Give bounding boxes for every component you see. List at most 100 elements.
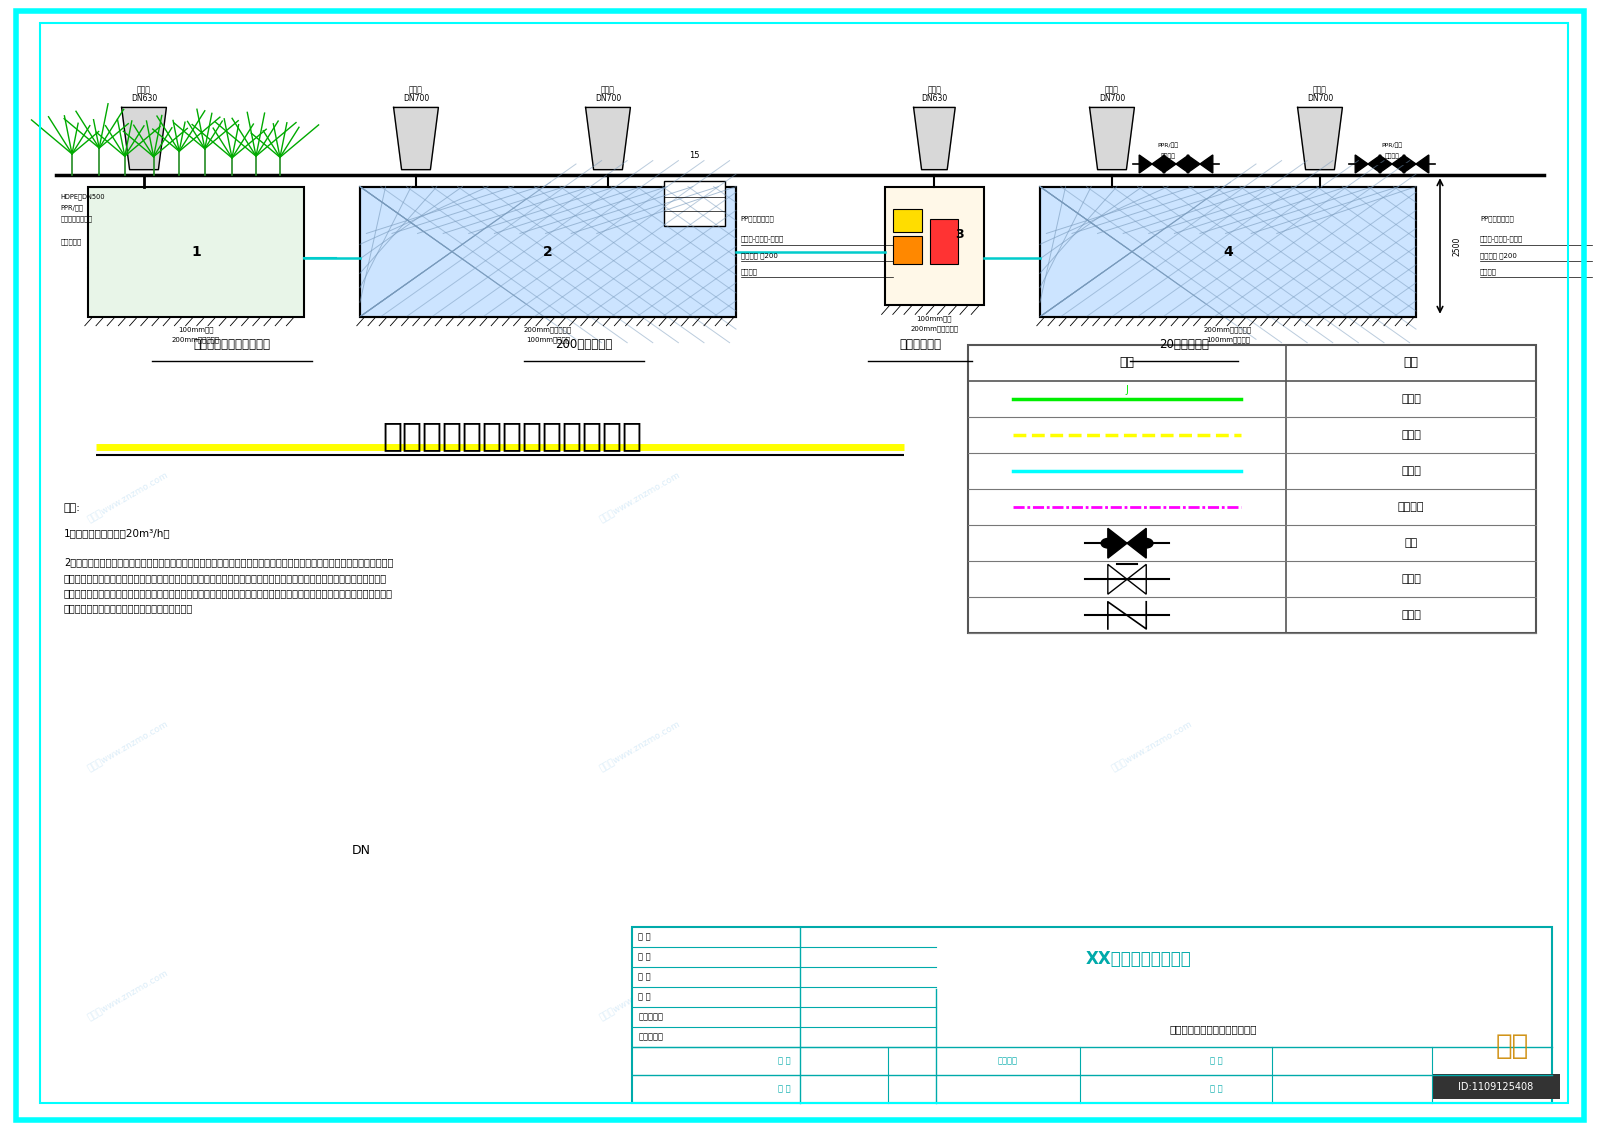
Bar (968, 345, 1536, 633)
Text: 3: 3 (955, 227, 963, 241)
Text: 100mm素土夯实: 100mm素土夯实 (526, 337, 570, 343)
Text: 素混凝土 厚200: 素混凝土 厚200 (1480, 252, 1517, 259)
Text: 设 计: 设 计 (638, 952, 651, 961)
Text: 河东网www.znzmo.com: 河东网www.znzmo.com (1110, 222, 1194, 276)
Text: 知末: 知末 (1496, 1033, 1528, 1060)
Text: 提高系统过滤水准: 提高系统过滤水准 (61, 216, 93, 222)
Text: 收集口: 收集口 (928, 85, 941, 94)
Text: 安全负责人: 安全负责人 (638, 1012, 664, 1021)
Text: 100mm砂砾: 100mm砂砾 (917, 316, 952, 321)
Text: PPR/钢管: PPR/钢管 (61, 205, 83, 210)
Polygon shape (1176, 155, 1189, 173)
Text: J: J (1126, 385, 1128, 395)
Polygon shape (1416, 155, 1429, 173)
Text: 审 图: 审 图 (638, 993, 651, 1001)
Text: 说明:: 说明: (64, 503, 82, 513)
Polygon shape (1090, 107, 1134, 170)
Polygon shape (1152, 155, 1165, 173)
Text: 知末网www.znzmo.com: 知末网www.znzmo.com (598, 719, 682, 774)
Polygon shape (1107, 528, 1126, 559)
Polygon shape (1126, 564, 1146, 594)
Text: 土工布-防渗膜-土工布: 土工布-防渗膜-土工布 (1480, 235, 1523, 242)
Text: HDPE管DN500: HDPE管DN500 (61, 193, 106, 199)
Text: DN700: DN700 (1307, 94, 1333, 103)
Text: 河东网www.znzmo.com: 河东网www.znzmo.com (598, 470, 682, 525)
Text: DN: DN (352, 844, 371, 857)
Text: 反冲洗管: 反冲洗管 (1398, 502, 1424, 512)
Text: PPR/钢管: PPR/钢管 (1157, 143, 1179, 148)
Polygon shape (586, 107, 630, 170)
Text: 20立方清水池: 20立方清水池 (1158, 338, 1210, 352)
Polygon shape (1368, 155, 1381, 173)
Text: 雨水收集利用系统工艺流程图: 雨水收集利用系统工艺流程图 (382, 418, 642, 452)
Text: ID:1109125408: ID:1109125408 (1458, 1082, 1534, 1091)
Polygon shape (1200, 155, 1213, 173)
Text: 100mm砂砾: 100mm砂砾 (178, 327, 214, 333)
Text: 2: 2 (542, 244, 554, 259)
Text: 200立方蓄水池: 200立方蓄水池 (555, 338, 613, 352)
Polygon shape (1139, 155, 1152, 173)
Text: DN700: DN700 (595, 94, 621, 103)
Text: 收集口: 收集口 (138, 85, 150, 94)
Text: 河东网www.znzmo.com: 河东网www.znzmo.com (1110, 470, 1194, 525)
Text: 雨水管: 雨水管 (1402, 466, 1421, 476)
Text: 玻璃钢设备间: 玻璃钢设备间 (899, 338, 941, 352)
Text: 素土夯实: 素土夯实 (741, 268, 758, 275)
Text: 1: 1 (190, 244, 202, 259)
Text: 知末网www.znzmo.com: 知末网www.znzmo.com (1110, 719, 1194, 774)
Text: 名称: 名称 (1403, 356, 1419, 370)
Text: 雨水收集与利用系统工艺流程图: 雨水收集与利用系统工艺流程图 (1170, 1024, 1258, 1034)
Text: 河东网www.znzmo.com: 河东网www.znzmo.com (86, 470, 170, 525)
Text: 河东网www.znzmo.com: 河东网www.znzmo.com (86, 719, 170, 774)
Polygon shape (1298, 107, 1342, 170)
Text: PP模块组合水池: PP模块组合水池 (1480, 215, 1514, 222)
Text: 设计阶段: 设计阶段 (998, 1056, 1018, 1065)
Text: 1、每小时回用水量：20m³/h；: 1、每小时回用水量：20m³/h； (64, 528, 171, 538)
Text: 河东网www.znzmo.com: 河东网www.znzmo.com (86, 968, 170, 1022)
Text: XX建筑设计有限公司: XX建筑设计有限公司 (1085, 950, 1192, 968)
Text: 图 号: 图 号 (1210, 1085, 1222, 1094)
Bar (930, 218, 958, 264)
Text: 知末网www.znzmo.com: 知末网www.znzmo.com (86, 222, 170, 276)
Text: 图例: 图例 (1120, 356, 1134, 370)
Polygon shape (122, 107, 166, 170)
Polygon shape (1163, 155, 1176, 173)
Text: 污水管: 污水管 (1402, 430, 1421, 440)
Bar (664, 181, 725, 226)
Text: 2、本图为雨水收集回用工艺的流程图，首期采用截污、弃流、过滤的预处理方法，后期采用过滤消毒的工艺进行处理。该工艺
适用于将雨水处理回用于绿化、道路冲洗等。注：本: 2、本图为雨水收集回用工艺的流程图，首期采用截污、弃流、过滤的预处理方法，后期采… (64, 558, 394, 613)
Text: 河东网www.znzmo.com: 河东网www.znzmo.com (598, 968, 682, 1022)
Text: 知末网www.znzmo.com: 知末网www.znzmo.com (1110, 968, 1194, 1022)
Text: 校 对: 校 对 (638, 973, 651, 982)
Bar (632, 927, 1552, 1103)
Text: 200mm混凝土垫层: 200mm混凝土垫层 (1203, 327, 1253, 333)
Polygon shape (1403, 155, 1416, 173)
Text: DN700: DN700 (403, 94, 429, 103)
Text: 自重主流入: 自重主流入 (61, 239, 82, 244)
Polygon shape (394, 107, 438, 170)
Polygon shape (1126, 528, 1146, 559)
Text: PP模块组合水池: PP模块组合水池 (741, 215, 774, 222)
Bar (885, 187, 984, 305)
Text: 知末网www.znzmo.com: 知末网www.znzmo.com (1110, 222, 1194, 276)
Circle shape (1101, 538, 1115, 549)
Text: 200mm混凝土垫层: 200mm混凝土垫层 (523, 327, 573, 333)
Text: 球阀: 球阀 (1405, 538, 1418, 549)
Text: 电磁阀: 电磁阀 (1402, 575, 1421, 585)
Text: 河东网www.znzmo.com: 河东网www.znzmo.com (1110, 968, 1194, 1022)
Text: 200mm混凝土垫层: 200mm混凝土垫层 (910, 326, 958, 331)
Bar (360, 187, 736, 317)
Text: 比 例: 比 例 (778, 1056, 790, 1065)
Bar (1040, 187, 1416, 317)
Text: 土工布-防渗膜-土工布: 土工布-防渗膜-土工布 (741, 235, 784, 242)
Text: 河东网www.znzmo.com: 河东网www.znzmo.com (598, 719, 682, 774)
Bar (88, 187, 304, 317)
Polygon shape (1379, 155, 1392, 173)
Text: 收集口: 收集口 (1106, 85, 1118, 94)
Circle shape (1139, 538, 1154, 549)
Text: 15: 15 (690, 152, 699, 161)
Bar (360, 187, 736, 317)
Polygon shape (914, 107, 955, 170)
Text: 收集口: 收集口 (1314, 85, 1326, 94)
Bar (1432, 1074, 1560, 1099)
Text: 素混凝土 厚200: 素混凝土 厚200 (741, 252, 778, 259)
